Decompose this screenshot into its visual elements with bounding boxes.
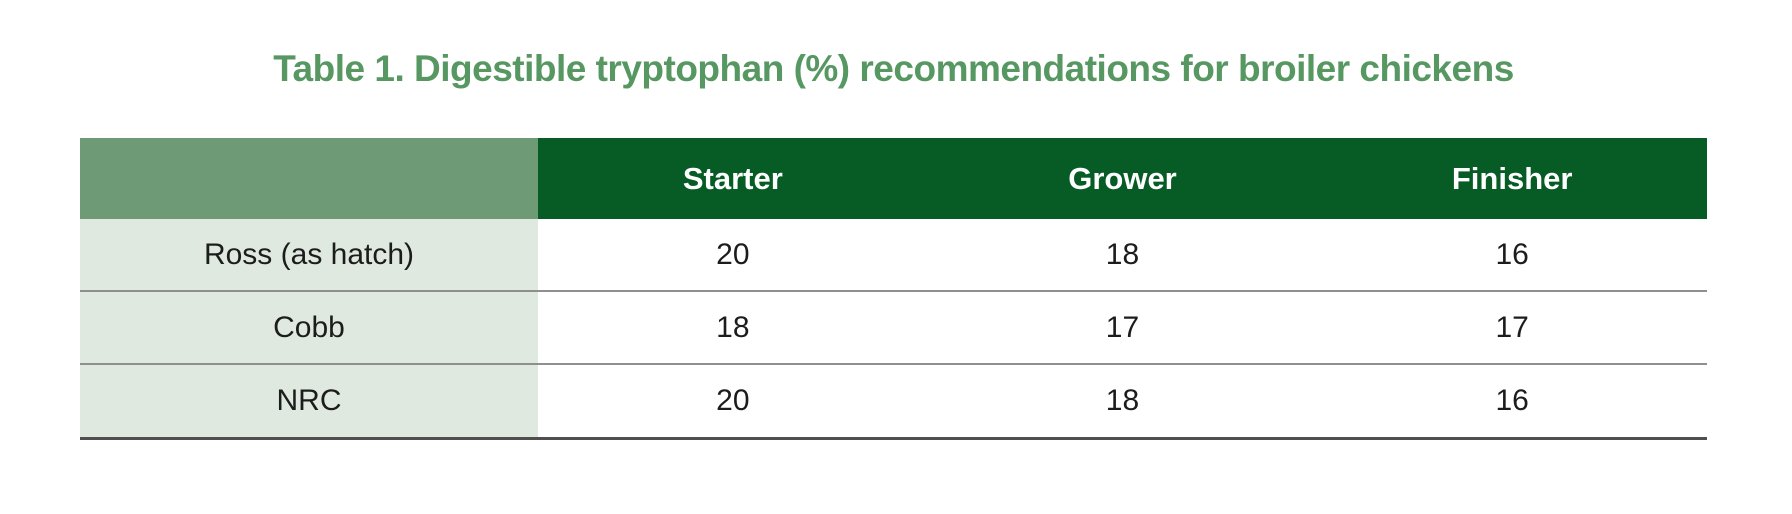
value-cell: 16 [1317, 219, 1707, 290]
table-title: Table 1. Digestible tryptophan (%) recom… [273, 48, 1514, 89]
recommendations-table: Starter Grower Finisher Ross (as hatch) … [80, 138, 1707, 440]
table-row-cobb: Cobb 18 17 17 [80, 292, 1707, 365]
column-header-grower: Grower [927, 138, 1318, 219]
row-label: Ross (as hatch) [80, 219, 538, 290]
row-label: Cobb [80, 292, 538, 363]
value-cell: 20 [538, 219, 928, 290]
row-label: NRC [80, 365, 538, 437]
column-header-starter: Starter [538, 138, 928, 219]
table-row-ross: Ross (as hatch) 20 18 16 [80, 219, 1707, 292]
value-cell: 16 [1317, 365, 1707, 437]
value-cell: 18 [538, 292, 928, 363]
header-row: Starter Grower Finisher [80, 138, 1707, 219]
table-row-nrc: NRC 20 18 16 [80, 365, 1707, 440]
value-cell: 17 [927, 292, 1318, 363]
column-header-finisher: Finisher [1317, 138, 1707, 219]
header-corner-cell [80, 138, 538, 219]
value-cell: 17 [1317, 292, 1707, 363]
value-cell: 18 [927, 365, 1318, 437]
value-cell: 20 [538, 365, 928, 437]
value-cell: 18 [927, 219, 1318, 290]
